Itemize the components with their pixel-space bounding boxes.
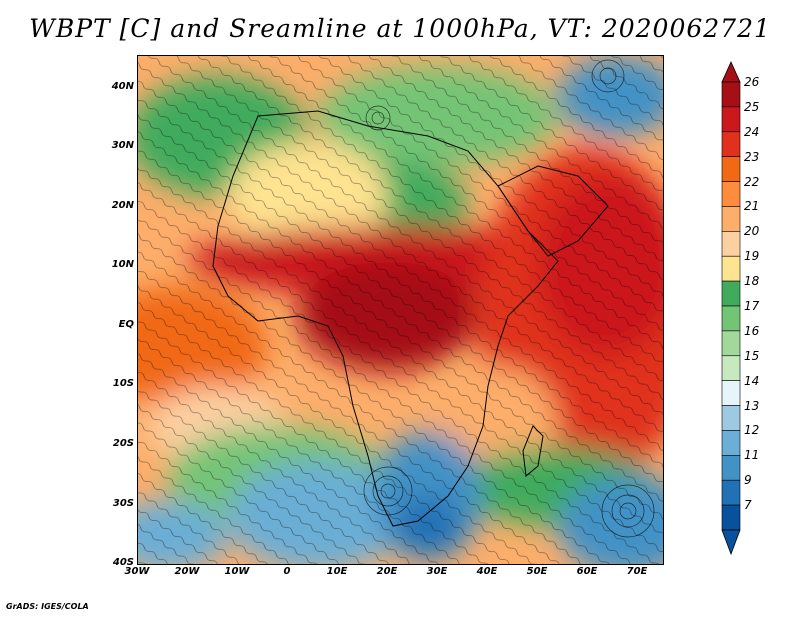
- colorbar-segment: [721, 380, 741, 406]
- colorbar-segment: [721, 455, 741, 481]
- colorbar-label: 14: [744, 373, 760, 388]
- colorbar-segment: [721, 305, 741, 332]
- lon-label: 30E: [426, 566, 448, 577]
- lon-label: 10E: [326, 566, 348, 577]
- lon-label: 30W: [124, 566, 150, 577]
- colorbar-segment: [721, 255, 741, 282]
- lon-label: 70E: [626, 566, 648, 577]
- colorbar-top-arrow: [721, 61, 741, 83]
- colorbar-segment: [721, 131, 741, 157]
- madagascar-coastline: [522, 425, 544, 477]
- colorbar-label: 17: [744, 299, 760, 313]
- colorbar-label: 23: [744, 149, 760, 164]
- lat-label: 10N: [111, 259, 134, 270]
- vortices: [363, 59, 655, 538]
- lat-label: 40S: [112, 557, 134, 568]
- colorbar-label: 26: [744, 75, 760, 89]
- colorbar-segment: [721, 156, 741, 182]
- colorbar-segment: [721, 206, 741, 232]
- colorbar-label: 22: [744, 174, 760, 189]
- lat-label: EQ: [118, 319, 134, 330]
- lon-label: 40E: [476, 566, 498, 577]
- colorbar-segment: [721, 504, 741, 531]
- streamlines: [138, 56, 663, 564]
- africa-coastline: [212, 110, 559, 527]
- lat-label: 20N: [111, 200, 134, 211]
- colorbar-segment: [721, 430, 741, 456]
- colorbar-segment: [721, 479, 741, 506]
- colorbar-segment: [721, 405, 741, 431]
- colorbar-segment: [721, 330, 741, 357]
- colorbar: [721, 61, 741, 556]
- colorbar-segment: [721, 231, 741, 257]
- colorbar-label: 7: [744, 498, 752, 513]
- colorbar-label: 20: [744, 224, 760, 239]
- lat-label: 10S: [112, 378, 134, 389]
- arabia-coastline: [497, 165, 609, 257]
- colorbar-label: 11: [744, 448, 760, 463]
- lon-label: 60E: [576, 566, 598, 577]
- wbpt-map: [138, 56, 663, 564]
- lon-label: 20E: [376, 566, 398, 577]
- colorbar-segment: [721, 280, 741, 307]
- colorbar-segment: [721, 106, 741, 133]
- map-title: WBPT [C] and Sreamline at 1000hPa, VT: 2…: [29, 14, 771, 43]
- lat-label: 30S: [112, 498, 134, 509]
- colorbar-label: 25: [744, 99, 760, 114]
- lat-label: 20S: [112, 438, 134, 449]
- lon-label: 50E: [526, 566, 548, 577]
- colorbar-label: 9: [744, 473, 752, 488]
- colorbar-label: 24: [744, 124, 760, 139]
- colorbar-bottom-arrow: [721, 529, 741, 556]
- colorbar-label: 18: [744, 274, 760, 289]
- colorbar-label: 16: [744, 323, 760, 338]
- lon-label: 20W: [174, 566, 200, 577]
- footer-credit: GrADS: IGES/COLA: [6, 602, 89, 611]
- colorbar-label: 21: [744, 199, 760, 214]
- colorbar-segment: [721, 181, 741, 207]
- colorbar-label: 13: [744, 398, 760, 413]
- lon-label: 0: [283, 566, 291, 577]
- colorbar-label: 15: [744, 348, 760, 363]
- lat-label: 30N: [111, 140, 134, 151]
- lat-label: 40N: [111, 81, 134, 92]
- map-panel: [137, 55, 664, 565]
- lon-label: 10W: [224, 566, 250, 577]
- colorbar-label: 12: [744, 423, 760, 438]
- colorbar-segment: [721, 355, 741, 381]
- colorbar-label: 19: [744, 249, 760, 264]
- colorbar-segment: [721, 81, 741, 108]
